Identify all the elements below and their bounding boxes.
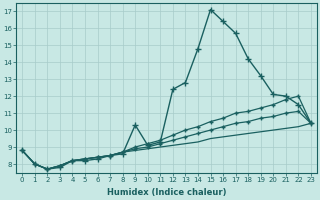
X-axis label: Humidex (Indice chaleur): Humidex (Indice chaleur): [107, 188, 226, 197]
